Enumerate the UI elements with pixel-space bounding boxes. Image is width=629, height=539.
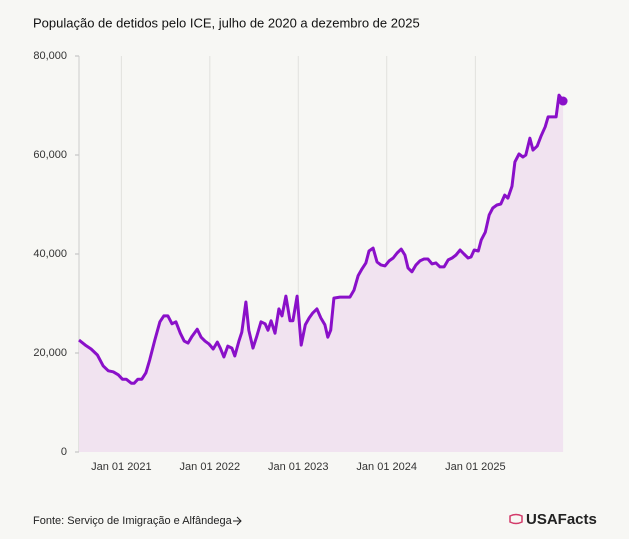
y-tick-label: 40,000 bbox=[33, 248, 67, 260]
chart-title: População de detidos pelo ICE, julho de … bbox=[33, 15, 420, 30]
y-tick-label: 20,000 bbox=[33, 347, 67, 359]
brand: USAFacts bbox=[526, 511, 597, 528]
x-tick-label: Jan 01 2023 bbox=[268, 461, 329, 473]
x-tick-label: Jan 01 2024 bbox=[356, 461, 417, 473]
x-tick-label: Jan 01 2022 bbox=[180, 461, 241, 473]
arrow-icon bbox=[233, 516, 242, 526]
y-tick-label: 60,000 bbox=[33, 149, 67, 161]
source[interactable]: Fonte: Serviço de Imigração e Alfândega bbox=[33, 515, 233, 527]
x-tick-label: Jan 01 2025 bbox=[445, 461, 506, 473]
line bbox=[78, 93, 565, 385]
plot-area: Jan 01 2021 Jan 01 2022 Jan 01 2023 Jan 01 … bbox=[33, 50, 568, 473]
area bbox=[79, 95, 564, 452]
y-tick-label: 80,000 bbox=[33, 50, 67, 62]
end-marker bbox=[558, 96, 568, 106]
y-tick-label: 0 bbox=[61, 446, 67, 458]
x-tick-label: Jan 01 2021 bbox=[91, 461, 152, 473]
brand-icon bbox=[509, 513, 523, 525]
